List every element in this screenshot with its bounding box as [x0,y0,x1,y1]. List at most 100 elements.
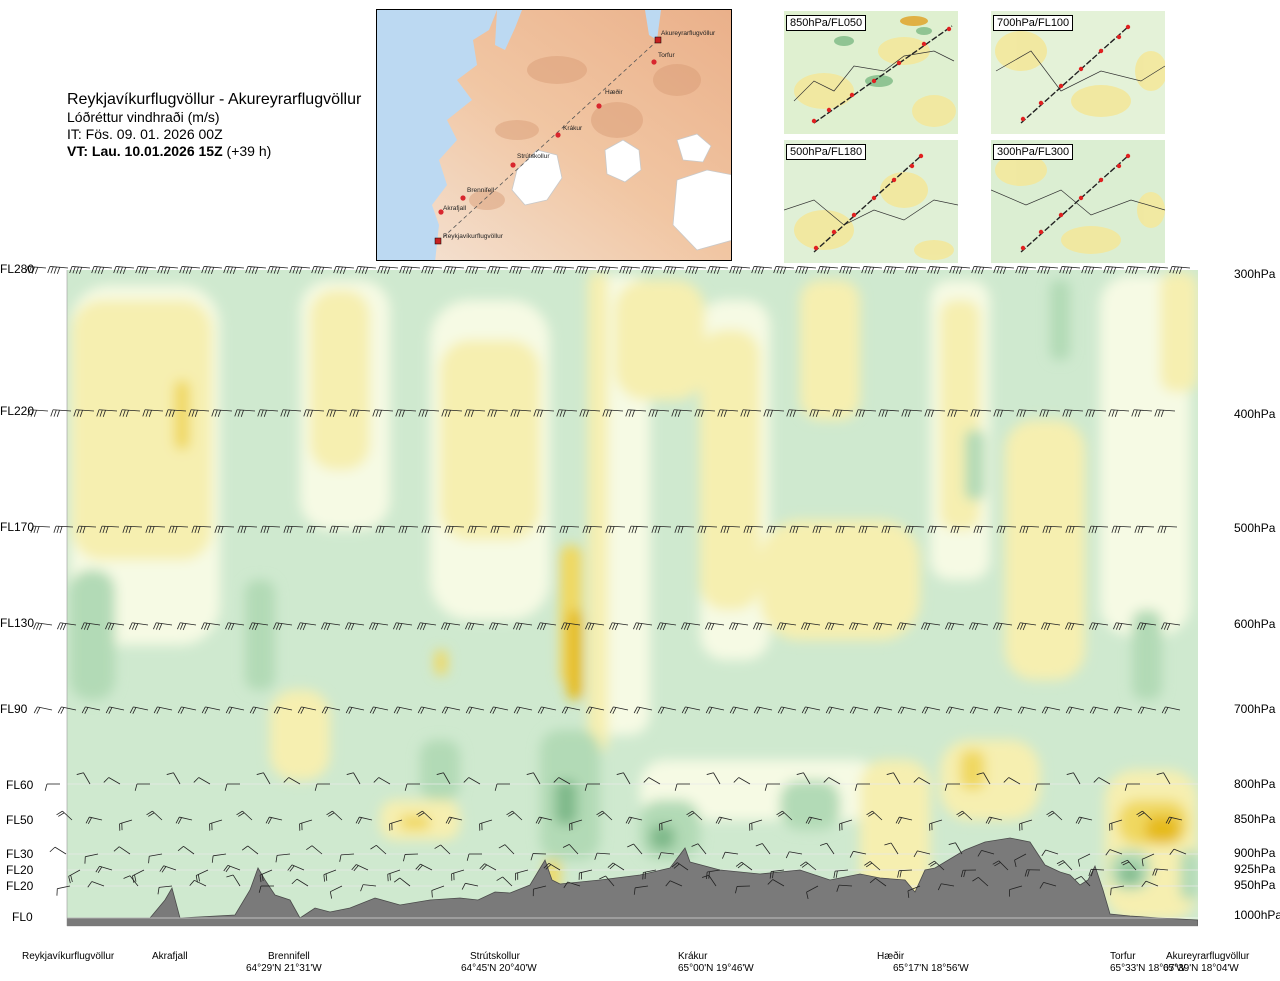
wind-barb [1125,266,1147,274]
wind-barb [465,706,485,714]
wind-barb [1059,266,1081,274]
wind-barb [722,851,739,859]
wind-barb [513,622,533,631]
fl-label-9: FL20 [6,879,34,893]
wind-barb [259,869,273,883]
wind-barb [633,706,653,714]
wind-barb [607,862,625,871]
wind-barb [188,409,210,417]
wind-barb [671,409,693,417]
wind-barb [306,845,323,855]
wind-barb [755,843,771,855]
wind-barb [1088,525,1109,534]
wind-barb [537,706,557,714]
wind-barb [30,525,51,534]
route-map-graphic: Akureyrarflugvöllur Torfur Hæðir Krákur … [377,10,731,260]
wind-barb [921,622,941,631]
wind-barb [241,845,259,855]
wind-barb [625,816,643,824]
wind-barb [913,777,931,785]
wind-barb [260,525,281,534]
wind-barb [599,875,615,887]
wind-barb [159,865,177,873]
wind-barb [849,706,869,714]
waypoint-brennifell: Brennifell 64°29'N 21°31'W [246,951,322,975]
wind-barb [201,706,221,714]
wind-barb [729,266,751,274]
wind-barb [329,525,350,534]
wind-barb [321,622,341,631]
wind-barb [1065,525,1086,534]
waypoint-coord: 65°00'N 19°46'W [678,963,754,974]
wind-barb [825,706,845,714]
map-label-reykjavik: Reykjavíkurflugvöllur [443,233,504,240]
wind-barb [489,706,509,714]
wind-barb [1034,783,1050,791]
wind-barb [905,266,927,274]
wind-barb [556,409,578,417]
wind-barb [559,525,580,534]
fl-label-10: FL0 [12,910,33,924]
wind-barb [403,853,419,862]
wind-barb [289,266,311,274]
wind-barb [465,622,485,631]
wind-barb [404,783,420,791]
wind-barb [585,706,605,714]
wind-barb [68,869,81,884]
wind-barb [76,772,91,785]
wind-barb [267,266,289,274]
wind-barb [657,706,677,714]
waypoint-name: Reykjavíkurflugvöllur [22,951,115,962]
wind-barb [416,810,433,821]
wind-barb [769,869,785,879]
wind-barb [490,525,511,534]
wind-barb [1137,706,1157,714]
wind-barb [314,783,330,791]
wind-barb [789,525,810,534]
wind-barb [801,622,821,631]
wind-barb [85,816,103,824]
wind-barb [691,843,707,855]
wind-barb [648,409,670,417]
mini-map-850-label: 850hPa/FL050 [786,15,867,31]
wind-barb [1039,409,1061,417]
wind-barb [1121,859,1137,871]
wind-barb [849,850,867,858]
wind-barb [444,525,465,534]
wind-barb [177,706,197,714]
wind-barb [1019,819,1033,831]
wind-barb [417,706,437,714]
wind-barb [275,853,291,863]
waypoint-name: Hæðir [877,951,905,962]
wind-barb [351,864,369,872]
wind-barb [1169,266,1191,274]
wind-barb [95,865,113,874]
wind-barb [886,772,901,785]
wind-barb [157,266,179,274]
wind-barb [766,525,787,534]
wind-barb [465,266,487,274]
wind-barb [901,409,923,417]
wind-barb [855,409,877,417]
wind-barb [579,409,601,417]
wind-barb [1077,853,1091,867]
wind-barb [897,869,913,878]
wind-barb [49,846,67,855]
waypoint-coord: 65°33'N 18°07'W [1110,963,1186,974]
wind-barb [257,409,279,417]
wind-barb [578,869,593,880]
waypoint-torfur: Torfur 65°33'N 18°07'W [1110,951,1186,975]
fl-label-5: FL60 [6,778,34,792]
wind-barb [177,846,195,855]
wind-barb [817,266,839,274]
fl-label-0: FL280 [0,262,35,276]
wind-barb [509,266,531,274]
wind-barb [211,853,227,863]
wind-barb [273,706,293,714]
wind-barb [387,869,401,882]
wind-barb [177,622,197,631]
wind-barb [960,869,977,878]
wind-barb [735,885,751,894]
wind-barb [970,409,992,417]
wind-barb [969,622,989,631]
